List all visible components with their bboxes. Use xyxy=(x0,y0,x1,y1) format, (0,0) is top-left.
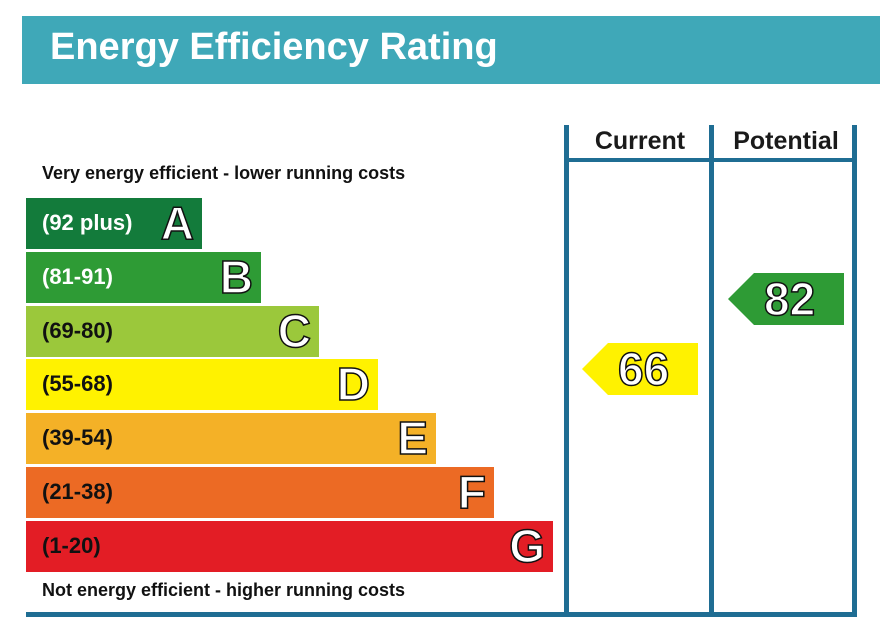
band-range-label: (92 plus) xyxy=(42,210,133,235)
bottom-note: Not energy efficient - higher running co… xyxy=(42,580,406,600)
top-note: Very energy efficient - lower running co… xyxy=(42,163,406,183)
band-range-label: (81-91) xyxy=(42,264,113,289)
header-bar: Energy Efficiency Rating xyxy=(22,16,880,84)
chart-title: Energy Efficiency Rating xyxy=(50,26,498,68)
band-letter: E xyxy=(397,411,429,465)
band-a: (92 plus) A xyxy=(26,196,202,250)
band-letter: B xyxy=(219,250,254,304)
frame-line-left xyxy=(564,125,569,614)
band-letter: C xyxy=(277,304,312,358)
band-range-label: (39-54) xyxy=(42,425,113,450)
band-c: (69-80) C xyxy=(26,304,319,358)
current-rating-value: 66 xyxy=(617,342,670,396)
column-header-current: Current xyxy=(594,127,686,155)
frame-line-right xyxy=(852,125,857,614)
column-header-potential: Potential xyxy=(733,127,839,155)
header-underline xyxy=(564,158,857,162)
current-arrow xyxy=(582,343,698,395)
band-range-label: (55-68) xyxy=(42,371,113,396)
band-range-label: (1-20) xyxy=(42,533,101,558)
band-letter: D xyxy=(336,357,371,411)
current-rating-marker: 66 xyxy=(582,342,698,396)
band-g: (1-20) G xyxy=(26,519,553,573)
frame-line-middle xyxy=(709,125,714,614)
frame-line-bottom xyxy=(26,612,857,617)
band-b: (81-91) B xyxy=(26,250,261,304)
band-d: (55-68) D xyxy=(26,357,378,411)
band-range-label: (69-80) xyxy=(42,318,113,343)
band-letter: G xyxy=(508,519,545,573)
band-range-label: (21-38) xyxy=(42,479,113,504)
potential-rating-marker: 82 xyxy=(728,272,844,326)
band-letter: F xyxy=(457,465,487,519)
potential-arrow xyxy=(728,273,844,325)
band-e: (39-54) E xyxy=(26,411,436,465)
band-letter: A xyxy=(160,196,195,250)
band-f: (21-38) F xyxy=(26,465,494,519)
potential-rating-value: 82 xyxy=(763,272,816,326)
